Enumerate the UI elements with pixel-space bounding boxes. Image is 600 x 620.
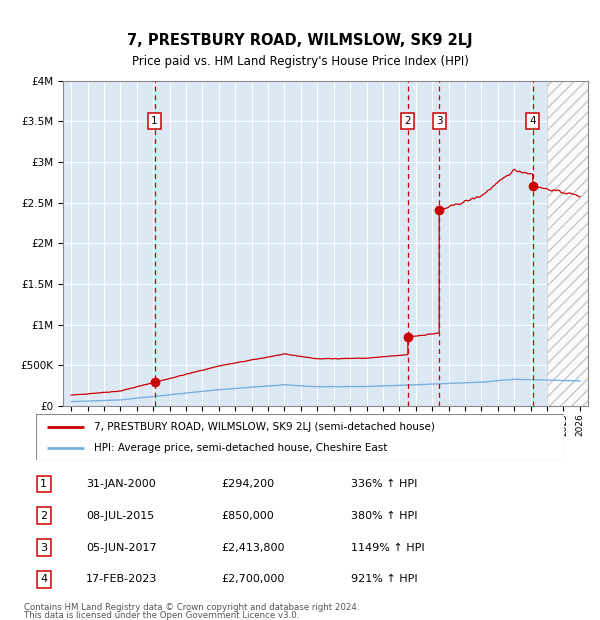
Text: 1: 1 (40, 479, 47, 489)
Text: 380% ↑ HPI: 380% ↑ HPI (351, 511, 418, 521)
Text: 17-FEB-2023: 17-FEB-2023 (86, 574, 157, 584)
Text: 3: 3 (436, 117, 443, 126)
Text: £294,200: £294,200 (221, 479, 275, 489)
Text: 7, PRESTBURY ROAD, WILMSLOW, SK9 2LJ (semi-detached house): 7, PRESTBURY ROAD, WILMSLOW, SK9 2LJ (se… (94, 422, 435, 432)
Text: 2: 2 (404, 117, 411, 126)
Text: 3: 3 (40, 542, 47, 552)
Text: 4: 4 (40, 574, 47, 584)
Text: £850,000: £850,000 (221, 511, 274, 521)
Text: 4: 4 (529, 117, 536, 126)
Text: 05-JUN-2017: 05-JUN-2017 (86, 542, 157, 552)
Text: 2: 2 (40, 511, 47, 521)
Text: £2,413,800: £2,413,800 (221, 542, 285, 552)
Text: 08-JUL-2015: 08-JUL-2015 (86, 511, 154, 521)
Text: 921% ↑ HPI: 921% ↑ HPI (351, 574, 418, 584)
Text: Price paid vs. HM Land Registry's House Price Index (HPI): Price paid vs. HM Land Registry's House … (131, 56, 469, 68)
Text: Contains HM Land Registry data © Crown copyright and database right 2024.: Contains HM Land Registry data © Crown c… (24, 603, 359, 612)
Text: 31-JAN-2000: 31-JAN-2000 (86, 479, 156, 489)
Text: HPI: Average price, semi-detached house, Cheshire East: HPI: Average price, semi-detached house,… (94, 443, 388, 453)
Text: 336% ↑ HPI: 336% ↑ HPI (351, 479, 418, 489)
Text: 1: 1 (151, 117, 158, 126)
FancyBboxPatch shape (36, 414, 564, 460)
Text: This data is licensed under the Open Government Licence v3.0.: This data is licensed under the Open Gov… (24, 611, 299, 620)
Text: £2,700,000: £2,700,000 (221, 574, 285, 584)
Text: 1149% ↑ HPI: 1149% ↑ HPI (351, 542, 425, 552)
Text: 7, PRESTBURY ROAD, WILMSLOW, SK9 2LJ: 7, PRESTBURY ROAD, WILMSLOW, SK9 2LJ (127, 33, 473, 48)
